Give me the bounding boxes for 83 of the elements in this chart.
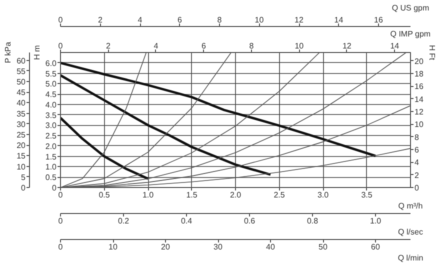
y3-tick-label: 20 <box>414 56 424 66</box>
y-tick-label: 1.5 <box>45 152 58 162</box>
x-tick-label: 0 <box>58 190 64 200</box>
y2-tick-label: 15 <box>16 152 26 161</box>
y3-axis-title: H Ft <box>427 44 436 61</box>
text: 40 <box>266 242 276 252</box>
y2-tick-label: 35 <box>16 109 26 118</box>
y2-tick-label: 5 <box>21 172 26 182</box>
y-tick-label: 5.0 <box>45 80 58 89</box>
text: 4 <box>154 42 159 50</box>
y2-tick-label: 0 <box>21 184 26 192</box>
x2-tick-label: 2 <box>98 16 104 24</box>
x2-axis-title: Q US gpm <box>392 4 430 12</box>
y-tick-label: 6.0 <box>45 58 58 68</box>
x-tick-label: 3.0 <box>317 190 330 200</box>
y3-tick-label: 6 <box>414 146 420 155</box>
y2-tick-label: 45 <box>16 88 26 98</box>
y2-tick-label: 25 <box>16 130 26 140</box>
y-tick-label: 2.5 <box>45 132 58 141</box>
y3-tick-label: 10 <box>414 120 424 130</box>
text: 0.6 <box>244 216 256 226</box>
text: 8 <box>249 42 254 50</box>
x2-tick-label: 4 <box>138 16 143 24</box>
y3-tick-label: 0 <box>414 184 420 192</box>
y-tick-label: 3.0 <box>45 121 58 130</box>
text: 6 <box>201 42 206 50</box>
text: 2 <box>106 42 112 50</box>
y3-tick-label: 16 <box>414 82 424 92</box>
text: 12 <box>342 42 352 50</box>
text: 0 <box>58 42 64 50</box>
x-tick-label: 0.5 <box>98 190 110 200</box>
x2-tick-label: 10 <box>254 16 264 24</box>
y-axis-title: H m <box>32 44 42 60</box>
x2-tick-label: 0 <box>58 16 64 24</box>
x2-tick-label: 14 <box>334 16 344 24</box>
text: 0.4 <box>180 216 193 226</box>
y-tick-label: 3.5 <box>45 110 58 120</box>
y-tick-label: 1.0 <box>45 162 58 172</box>
y3-tick-label: 12 <box>414 108 424 117</box>
x-tick-label: 2.5 <box>274 190 286 200</box>
text: 0.8 <box>306 216 319 226</box>
y2-tick-label: 60 <box>16 56 26 66</box>
x-tick-label: 2.0 <box>230 190 242 200</box>
x2-tick-label: 6 <box>178 16 183 24</box>
text: 0 <box>58 242 64 252</box>
text: 30 <box>214 242 223 252</box>
y2-axis-title: P kPa <box>4 41 13 64</box>
y2-tick-label: 40 <box>16 98 26 108</box>
y3-tick-label: 4 <box>414 158 420 168</box>
text: 60 <box>371 242 380 252</box>
y3-tick-label: 14 <box>414 94 424 104</box>
text: 10 <box>108 242 118 252</box>
x-axis-title: Q m³/h <box>398 202 423 210</box>
y-tick-label: 0.5 <box>45 173 58 182</box>
y-tick-label: 5.5 <box>45 69 58 78</box>
text: Q l/min <box>398 254 424 262</box>
y2-tick-label: 10 <box>16 162 26 172</box>
text: 1.0 <box>370 216 382 226</box>
y-tick-label: 4.0 <box>45 100 58 110</box>
x-tick-label: 1.5 <box>186 190 198 200</box>
text: 0 <box>58 216 64 226</box>
text: 0.2 <box>118 216 130 226</box>
x2-tick-label: 16 <box>374 16 384 24</box>
text: 50 <box>318 242 328 252</box>
y2-tick-label: 50 <box>16 78 26 87</box>
x-tick-label: 3.5 <box>361 190 373 200</box>
y2-tick-label: 20 <box>16 141 26 150</box>
y3-tick-label: 2 <box>414 170 420 180</box>
y-tick-label: 0 <box>52 184 58 192</box>
y2-tick-label: 55 <box>16 66 26 76</box>
x2-tick-label: 12 <box>294 16 304 24</box>
y-tick-label: 4.5 <box>45 90 58 100</box>
text: Q IMP gpm <box>390 30 431 38</box>
text: Q l/sec <box>398 228 423 236</box>
y3-tick-label: 18 <box>414 70 424 79</box>
y-tick-label: 2.0 <box>45 142 58 151</box>
text: 10 <box>294 42 304 50</box>
x-tick-label: 1.0 <box>142 190 154 200</box>
y2-tick-label: 30 <box>16 120 26 129</box>
y3-tick-label: 8 <box>414 132 420 142</box>
x2-tick-label: 8 <box>217 16 222 24</box>
text: 20 <box>161 242 170 252</box>
text: 14 <box>390 42 400 50</box>
